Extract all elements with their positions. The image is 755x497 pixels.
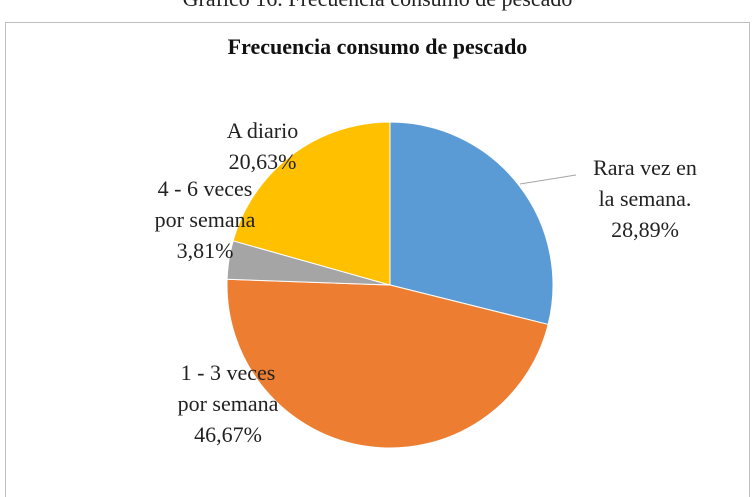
slice-label: A diario 20,63% [205,115,320,177]
caption: Gráfico 16. Frecuencia consumo de pescad… [0,0,755,12]
slice-label: 1 - 3 veces por semana 46,67% [168,357,288,450]
value-label: 46,67% [194,422,262,447]
pie-slice [389,121,554,326]
category-label: 4 - 6 veces por semana [154,176,256,232]
category-label: Rara vez en la semana. [593,155,697,211]
leader-line [519,174,577,185]
pie-slice [232,121,391,286]
value-label: 28,89% [611,217,679,242]
category-label: 1 - 3 veces por semana [177,360,279,416]
value-label: 3,81% [176,238,234,263]
chart-title: Frecuencia consumo de pescado [227,34,528,59]
slice-label: Rara vez en la semana. 28,89% [590,152,700,245]
pie-slice [226,278,549,449]
category-label: A diario [226,118,299,143]
value-label: 20,63% [228,149,297,174]
slice-label: 4 - 6 veces por semana 3,81% [150,173,260,266]
